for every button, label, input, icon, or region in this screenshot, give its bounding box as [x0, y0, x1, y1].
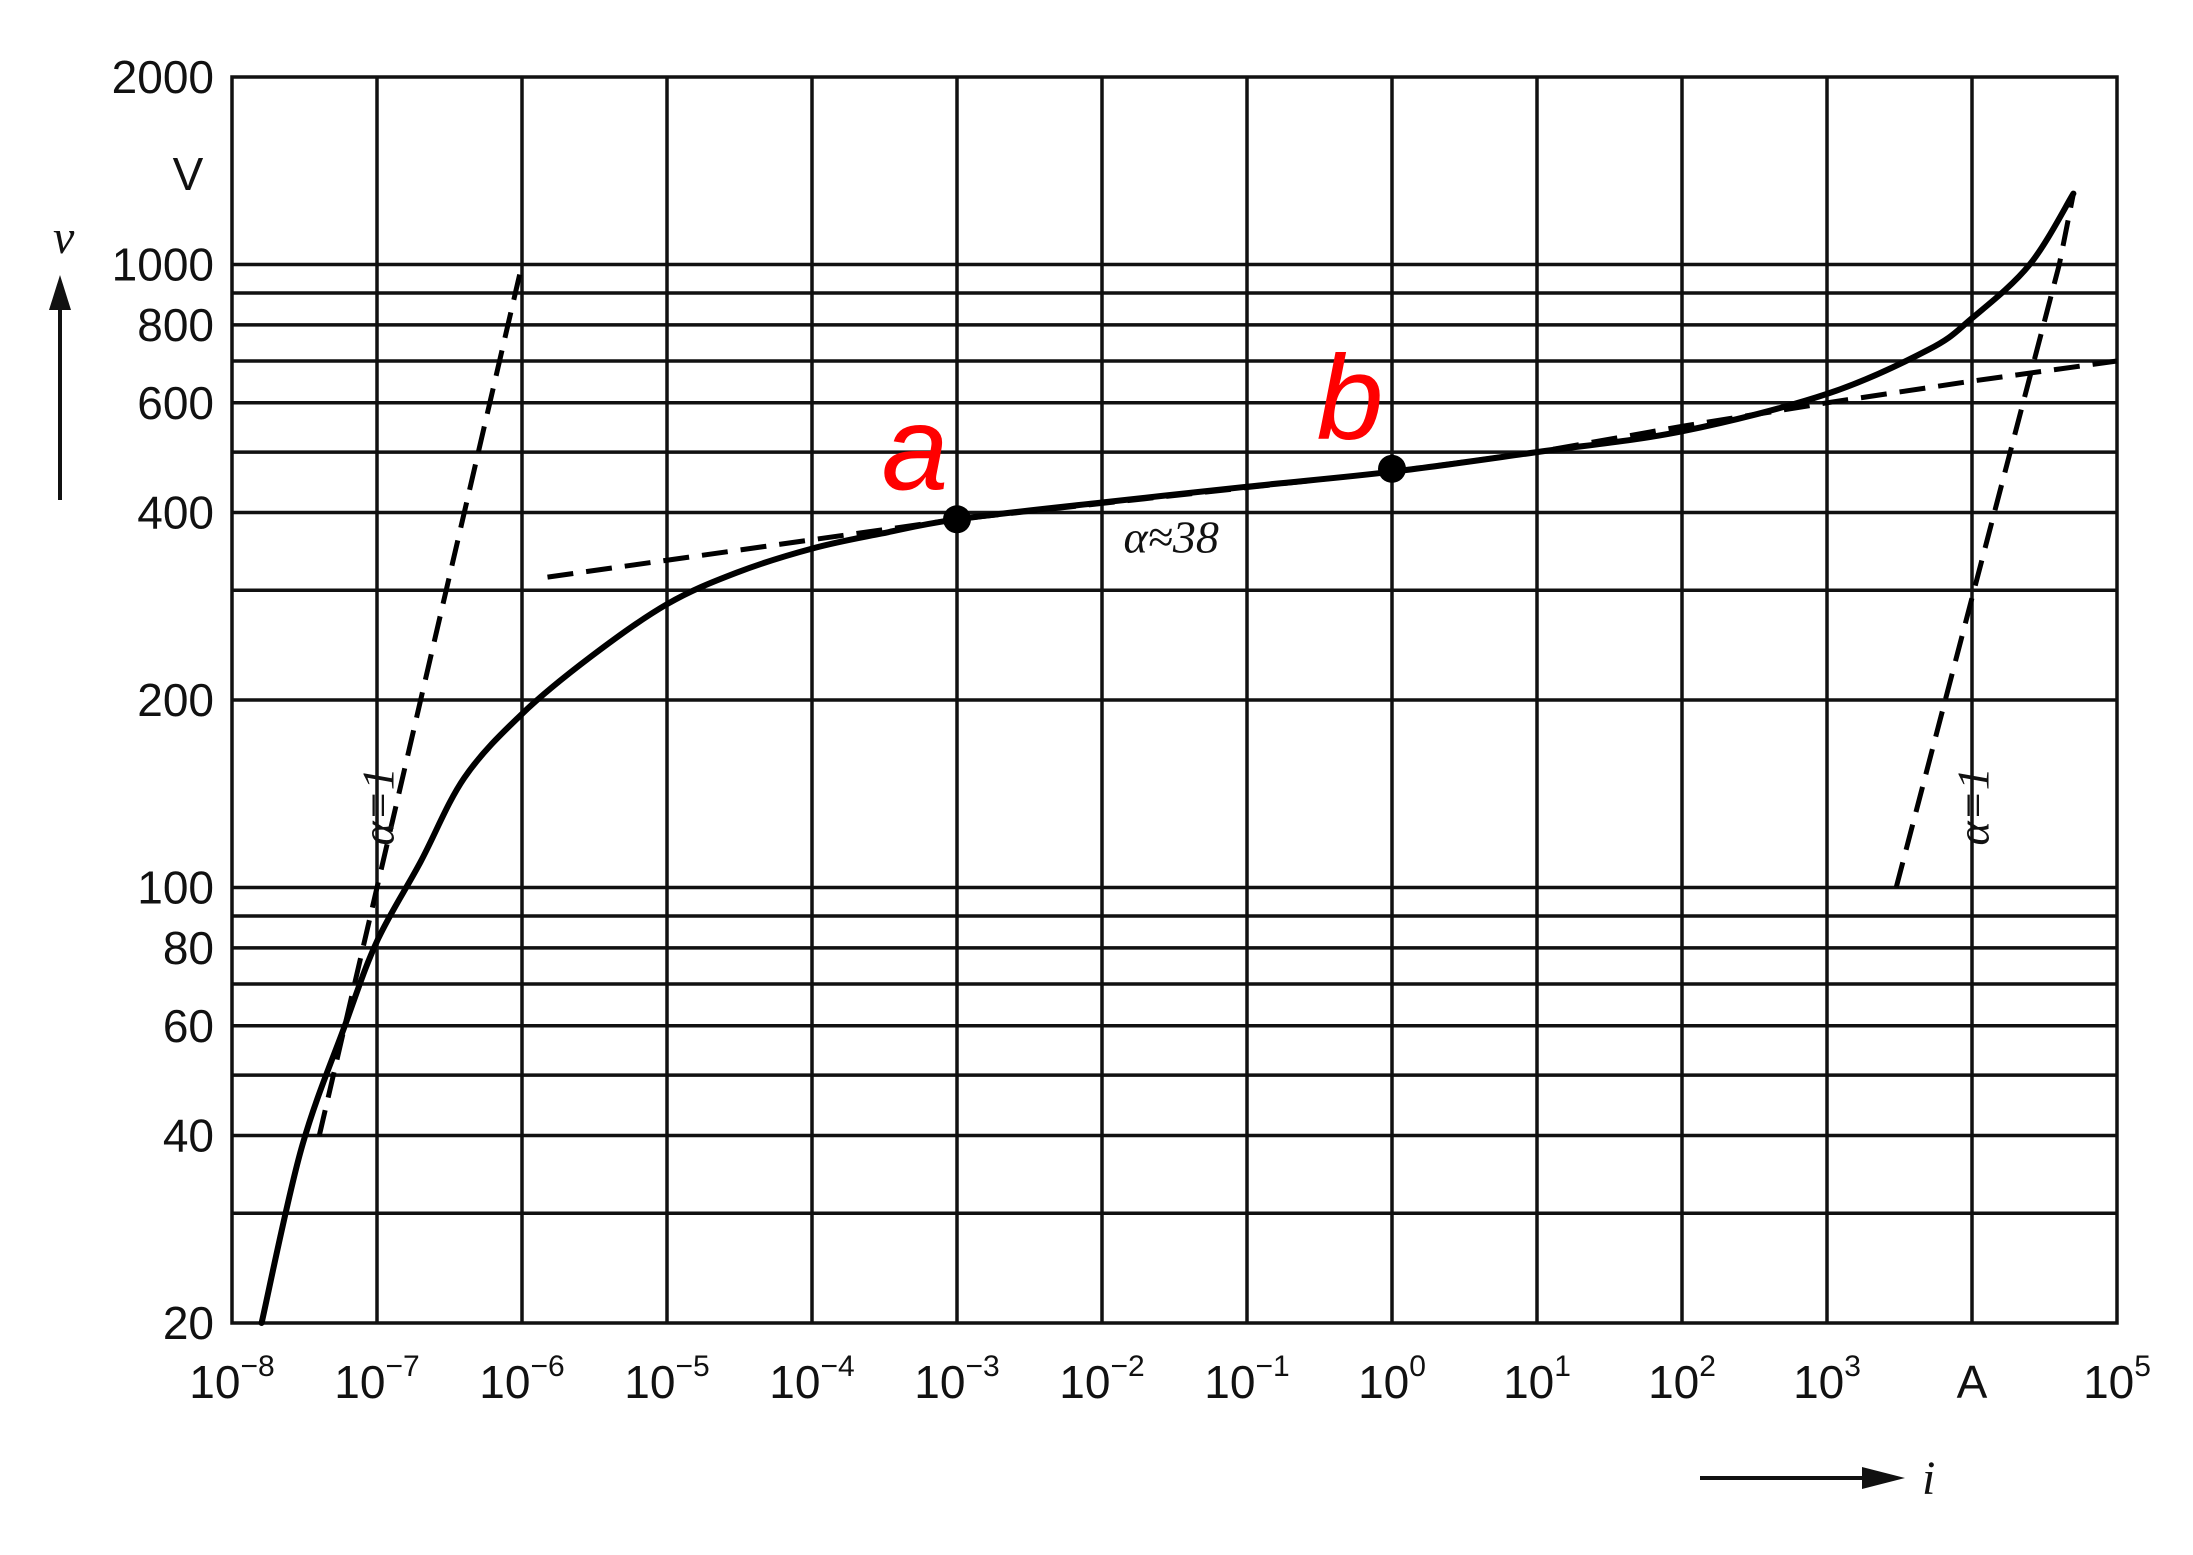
y-tick-label: 1000 — [112, 239, 214, 291]
y-tick-label: 600 — [137, 377, 214, 429]
x-tick-label: 10−4 — [769, 1350, 854, 1408]
x-tick-label: 10−8 — [189, 1350, 274, 1408]
y-tick-label: 2000 — [112, 51, 214, 103]
alpha-annotation: α=1 — [1948, 767, 1999, 845]
y-tick-label: 60 — [163, 1000, 214, 1052]
x-tick-label: 10−6 — [479, 1350, 564, 1408]
y-tick-label: 100 — [137, 862, 214, 914]
alpha-annotation: α=1 — [353, 767, 404, 845]
x-axis-label: i — [1922, 1452, 1935, 1505]
point-a-marker — [943, 505, 971, 534]
x-tick-label: 101 — [1503, 1350, 1571, 1408]
x-tick-label: 10−5 — [624, 1350, 709, 1408]
y-tick-label: 800 — [137, 299, 214, 351]
asymptote-line-3 — [1893, 193, 2076, 889]
y-tick-label: 20 — [163, 1297, 214, 1349]
x-tick-label: 100 — [1358, 1350, 1426, 1408]
annotations-layer: α≈38 α=1 α=1 — [353, 511, 1999, 845]
grid — [230, 75, 2119, 1325]
x-tick-label: 102 — [1648, 1350, 1716, 1408]
point-b-label: b — [1317, 331, 1384, 465]
alpha-annotation: α≈38 — [1123, 511, 1218, 562]
series-layer — [258, 190, 2118, 1326]
asymptote-line-1 — [547, 358, 2118, 580]
y-tick-label: 80 — [163, 922, 214, 974]
x-tick-label: 10−2 — [1059, 1350, 1144, 1408]
characteristic-curve — [258, 190, 2077, 1326]
x-tick-label: 10−3 — [914, 1350, 999, 1408]
point-a-label: a — [882, 381, 949, 515]
x-tick-label: 105 — [2083, 1350, 2151, 1408]
x-tick-label: 10−7 — [334, 1350, 419, 1408]
y-tick-label: 200 — [137, 674, 214, 726]
y-axis-unit: V — [173, 148, 204, 200]
x-tick-label: A — [1957, 1356, 1988, 1408]
y-axis-arrowhead — [49, 275, 71, 310]
y-axis-label: v — [53, 211, 75, 264]
asymptote-line-2 — [316, 263, 525, 1137]
point-b-marker — [1378, 454, 1406, 483]
y-tick-label: 40 — [163, 1109, 214, 1161]
y-tick-label: 400 — [137, 486, 214, 538]
x-axis-arrowhead — [1862, 1467, 1905, 1489]
x-tick-label: 103 — [1793, 1350, 1861, 1408]
x-tick-label: 10−1 — [1204, 1350, 1289, 1408]
